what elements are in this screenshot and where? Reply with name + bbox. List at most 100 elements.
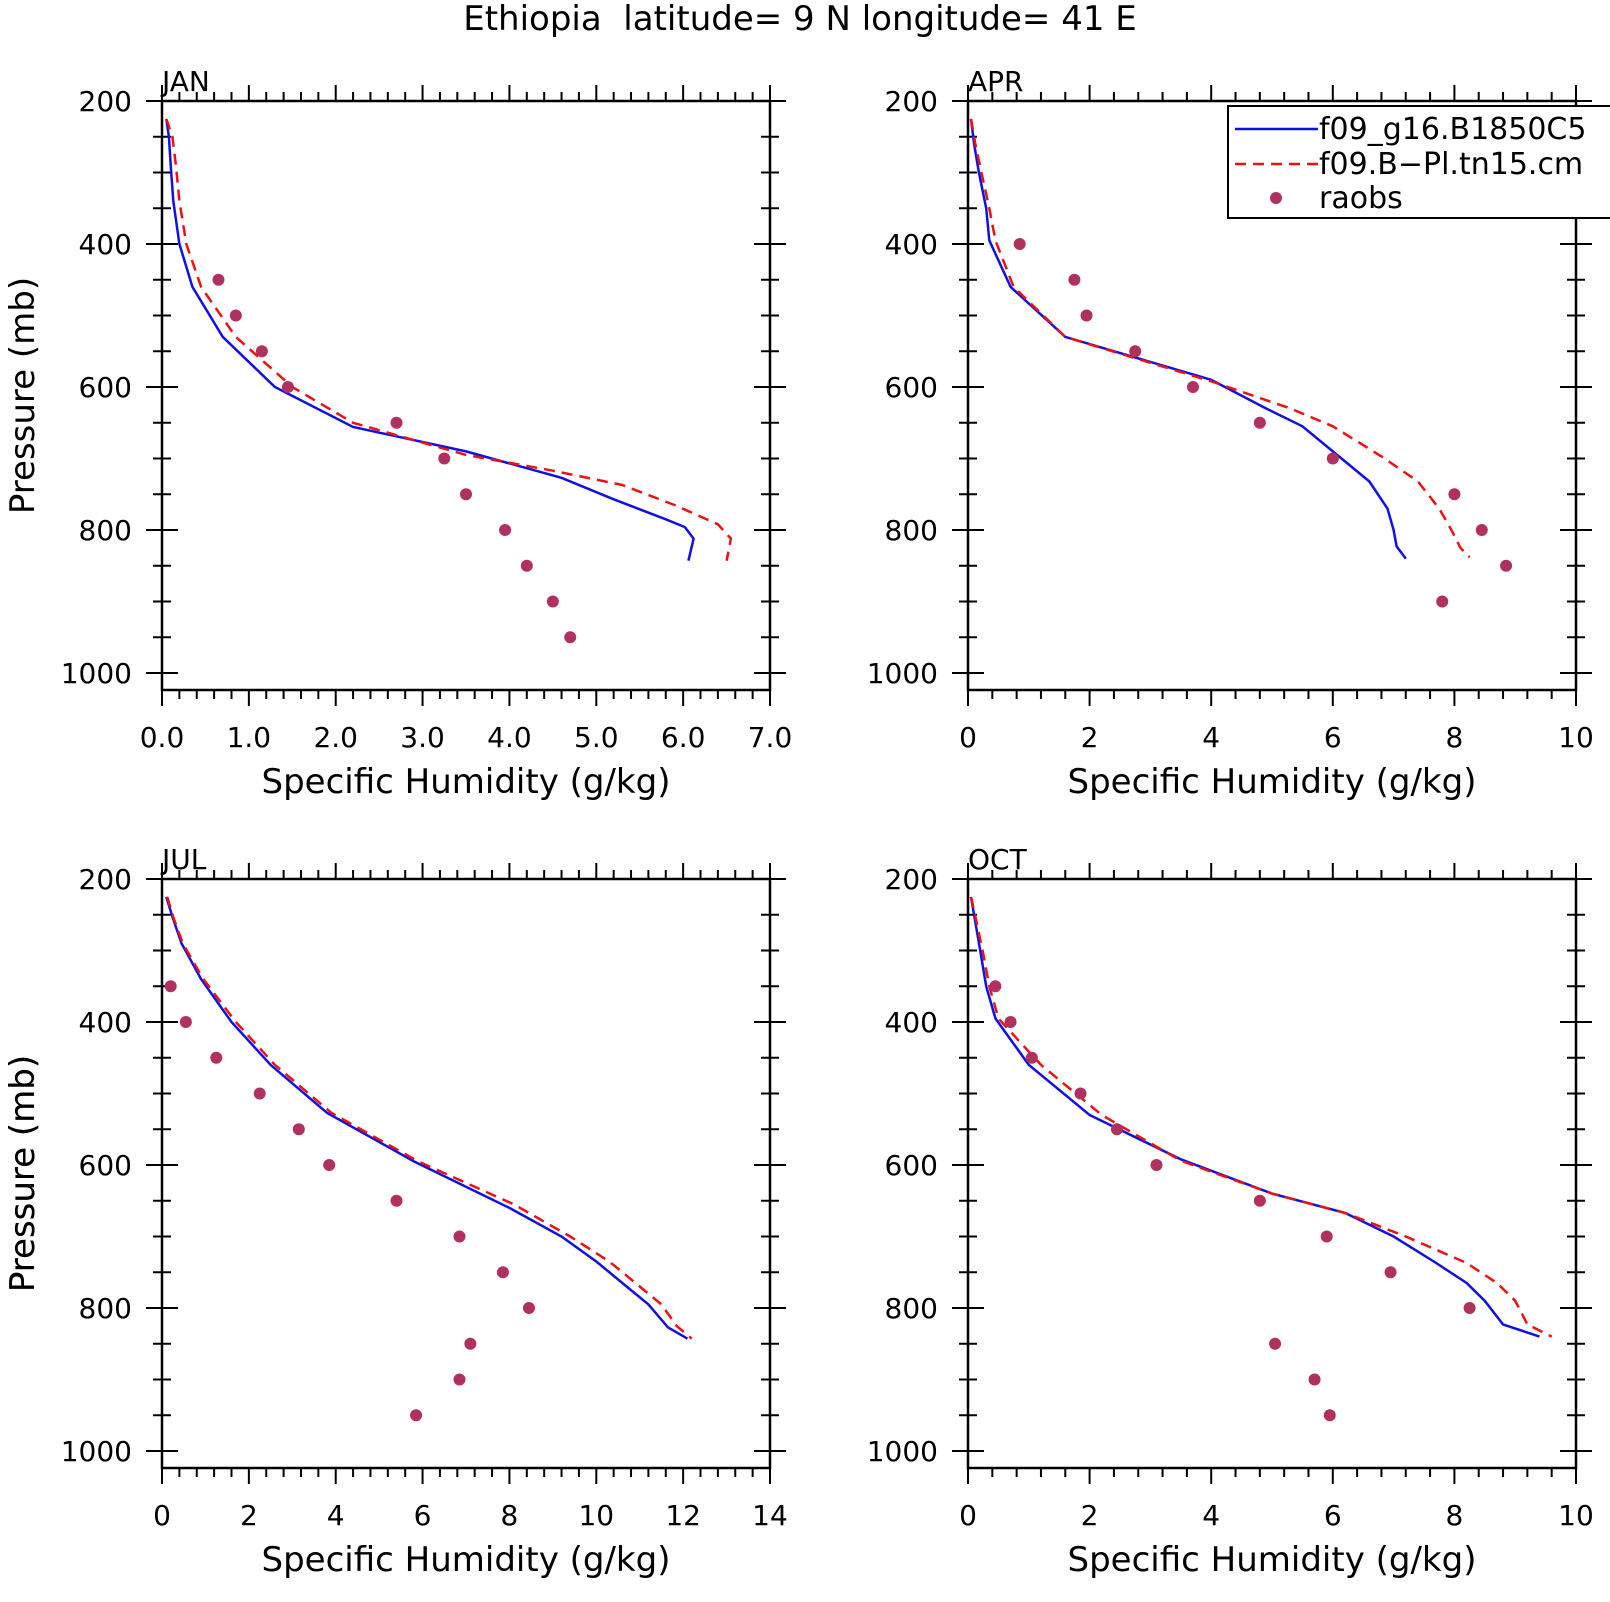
x-tick-label: 8 — [501, 1499, 519, 1532]
x-tick-label: 0 — [959, 721, 977, 754]
raobs-point — [1253, 416, 1266, 429]
y-tick-label: 800 — [885, 1292, 938, 1325]
y-tick-label: 400 — [885, 1006, 938, 1039]
x-axis-label: Specific Humidity (g/kg) — [262, 762, 671, 802]
raobs-point — [564, 631, 577, 644]
y-tick-label: 200 — [79, 863, 132, 896]
x-tick-label: 10 — [1558, 721, 1594, 754]
x-tick-label: 7.0 — [748, 721, 793, 754]
y-tick-label: 600 — [79, 371, 132, 404]
y-axis-label: Pressure (mb) — [3, 277, 43, 514]
raobs-point — [210, 1051, 223, 1064]
raobs-point — [410, 1409, 423, 1422]
raobs-point — [438, 452, 451, 465]
y-tick-label: 600 — [79, 1149, 132, 1182]
raobs-point — [390, 1194, 403, 1207]
y-tick-label: 800 — [79, 1292, 132, 1325]
series-line-f09-g16 — [165, 896, 689, 1340]
raobs-point — [1013, 238, 1026, 250]
raobs-point — [1323, 1409, 1336, 1422]
y-tick-label: 600 — [885, 1149, 938, 1182]
x-tick-label: 2 — [240, 1499, 258, 1532]
series-line-f09-b-pl — [166, 896, 693, 1340]
y-tick-label: 800 — [79, 514, 132, 547]
x-tick-label: 10 — [1558, 1499, 1594, 1532]
raobs-point — [1500, 559, 1513, 572]
plot-frame — [160, 877, 772, 1470]
x-tick-label: 2.0 — [313, 721, 358, 754]
x-tick-label: 4 — [1202, 721, 1220, 754]
panel-label: OCT — [968, 843, 1028, 876]
raobs-point — [496, 1266, 509, 1279]
x-tick-label: 4 — [1202, 1499, 1220, 1532]
y-tick-label: 200 — [79, 85, 132, 118]
panel-jul: JUL 200 400 600 800 1000 0 2 4 6 8 10 12 14 Specific H… — [3, 843, 788, 1580]
x-tick-label: 6 — [1324, 1499, 1342, 1532]
raobs-point — [1004, 1016, 1017, 1028]
x-tick-label: 14 — [752, 1499, 788, 1532]
raobs-point — [1463, 1302, 1476, 1314]
raobs-point — [212, 273, 225, 286]
y-tick-label: 800 — [885, 514, 938, 547]
x-axis-label: Specific Humidity (g/kg) — [1068, 762, 1477, 802]
x-tick-label: 12 — [665, 1499, 701, 1532]
raobs-point — [1253, 1194, 1266, 1207]
raobs-point — [1080, 309, 1093, 322]
panel-apr: APR 200 400 600 800 1000 0 2 4 6 8 10 Specific Humid… — [867, 65, 1594, 802]
x-axis-label: Specific Humidity (g/kg) — [262, 1540, 671, 1580]
raobs-point — [1150, 1159, 1163, 1171]
y-tick-label: 400 — [885, 228, 938, 261]
raobs-point — [1110, 1123, 1123, 1136]
raobs-point — [1074, 1087, 1087, 1100]
plot-frame — [160, 99, 772, 692]
y-tick-label: 1000 — [61, 1435, 132, 1468]
figure-title: Ethiopia latitude= 9 N longitude= 41 E — [463, 0, 1137, 39]
raobs-point — [522, 1302, 535, 1314]
plot-frame — [966, 99, 1578, 692]
raobs-point — [390, 416, 403, 429]
x-tick-label: 2 — [1081, 1499, 1099, 1532]
x-tick-label: 6 — [414, 1499, 432, 1532]
raobs-point — [281, 381, 294, 393]
series-line-f09-g16 — [165, 118, 695, 561]
y-tick-label: 400 — [79, 228, 132, 261]
raobs-point — [464, 1337, 477, 1350]
legend-box — [1227, 105, 1610, 219]
panel-label: JAN — [160, 65, 210, 98]
raobs-point — [453, 1373, 466, 1386]
raobs-point — [179, 1016, 192, 1028]
raobs-point — [499, 524, 512, 536]
raobs-point — [546, 595, 559, 608]
raobs-point — [460, 488, 472, 501]
raobs-point — [1269, 1337, 1282, 1350]
raobs-point — [1068, 273, 1081, 286]
series-line-f09-b-pl — [969, 896, 1553, 1338]
series-line-f09-g16 — [969, 896, 1540, 1338]
y-tick-label: 400 — [79, 1006, 132, 1039]
x-tick-label: 6.0 — [661, 721, 706, 754]
raobs-point — [1448, 488, 1461, 501]
y-tick-label: 600 — [885, 371, 938, 404]
y-tick-label: 1000 — [867, 1435, 938, 1468]
raobs-point — [989, 980, 1002, 993]
series-line-f09-g16 — [969, 118, 1407, 560]
raobs-point — [1475, 524, 1488, 536]
x-tick-label: 8 — [1445, 1499, 1463, 1532]
raobs-point — [453, 1230, 466, 1243]
raobs-point — [1308, 1373, 1321, 1386]
raobs-point — [253, 1087, 266, 1100]
plot-frame — [966, 877, 1578, 1470]
x-tick-label: 4.0 — [487, 721, 532, 754]
legend-swatch-marker — [1270, 192, 1282, 204]
x-tick-label: 10 — [578, 1499, 614, 1532]
x-tick-label: 8 — [1445, 721, 1463, 754]
x-tick-label: 0 — [959, 1499, 977, 1532]
x-tick-label: 2 — [1081, 721, 1099, 754]
series-line-f09-b-pl — [969, 118, 1471, 559]
raobs-point — [323, 1159, 336, 1171]
y-axis-label: Pressure (mb) — [3, 1055, 43, 1292]
y-tick-label: 1000 — [867, 657, 938, 690]
